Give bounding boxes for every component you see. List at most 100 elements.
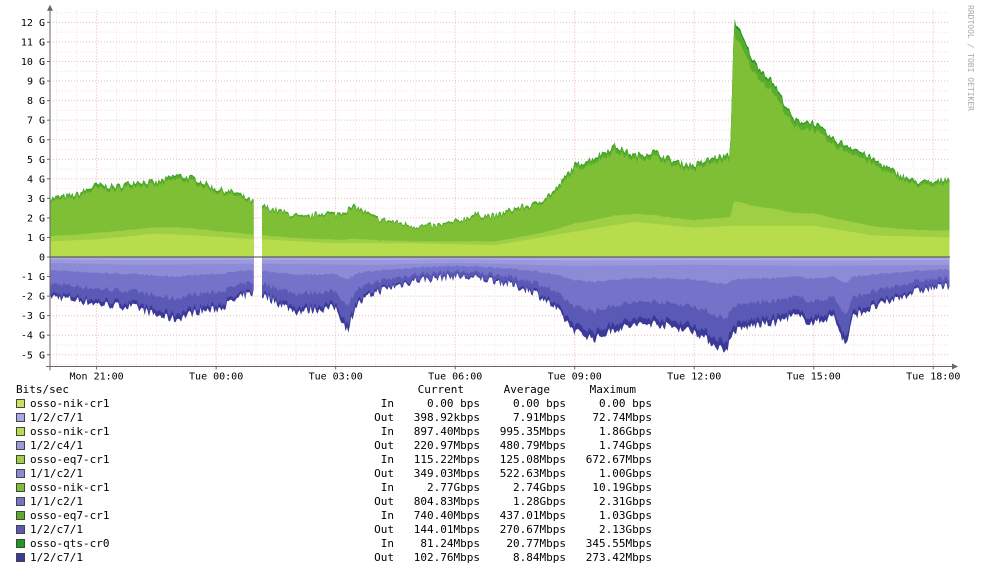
- y-tick-label: 4 G: [27, 174, 45, 185]
- outbound-area: [262, 257, 950, 261]
- legend-average: 7.91Mbps: [513, 411, 566, 424]
- inbound-area: [262, 33, 950, 258]
- x-tick-label: Tue 12:00: [667, 371, 721, 382]
- legend-average-header: Average: [503, 383, 550, 396]
- legend-swatch: [16, 427, 25, 436]
- legend-direction: Out: [374, 411, 394, 424]
- legend-swatch: [16, 441, 25, 450]
- x-axis-ticks: Mon 21:00 Tue 00:00 Tue 03:00 Tue 06:00 Tue …: [70, 366, 960, 382]
- legend-direction: Out: [374, 523, 394, 536]
- legend-average: 270.67Mbps: [499, 523, 566, 536]
- legend-name: osso-qts-cr0: [30, 537, 110, 550]
- legend-direction: In: [380, 481, 394, 494]
- y-tick-label: -3 G: [21, 311, 45, 322]
- legend-maximum: 1.74Gbps: [599, 439, 652, 452]
- legend-average: 20.77Mbps: [506, 537, 566, 550]
- legend-maximum: 10.19Gbps: [592, 481, 652, 494]
- legend-direction: In: [380, 537, 394, 550]
- x-tick-label: Tue 03:00: [309, 371, 363, 382]
- legend-current: 804.83Mbps: [413, 495, 480, 508]
- legend-average: 0.00 bps: [513, 397, 566, 410]
- legend-maximum: 273.42Mbps: [585, 551, 652, 564]
- x-tick-label: Tue 00:00: [189, 371, 243, 382]
- legend-current: 144.01Mbps: [413, 523, 480, 536]
- chart-areas: [50, 18, 950, 353]
- x-axis-arrow: [952, 363, 958, 370]
- legend-name: osso-nik-cr1: [30, 397, 110, 410]
- y-tick-label: 5 G: [27, 155, 45, 166]
- legend-average: 2.74Gbps: [513, 481, 566, 494]
- inbound-area: [262, 221, 950, 257]
- legend-direction: In: [380, 453, 394, 466]
- legend-maximum-header: Maximum: [589, 383, 636, 396]
- legend-swatch: [16, 553, 25, 562]
- legend-current: 102.76Mbps: [413, 551, 480, 564]
- legend-current: 81.24Mbps: [420, 537, 480, 550]
- legend-direction: Out: [374, 551, 394, 564]
- legend-direction: In: [380, 397, 394, 410]
- legend-current: 740.40Mbps: [413, 509, 480, 522]
- legend-swatch: [16, 497, 25, 506]
- legend-average: 437.01Mbps: [499, 509, 566, 522]
- legend-name: osso-nik-cr1: [30, 481, 110, 494]
- y-tick-label: 7 G: [27, 116, 45, 127]
- legend-average: 995.35Mbps: [499, 425, 566, 438]
- y-tick-label: 12 G: [21, 18, 45, 29]
- legend-swatch: [16, 511, 25, 520]
- legend-direction: Out: [374, 439, 394, 452]
- x-tick-label: Mon 21:00: [70, 371, 124, 382]
- legend-swatch: [16, 469, 25, 478]
- y-tick-label: -5 G: [21, 350, 45, 361]
- legend-maximum: 1.00Gbps: [599, 467, 652, 480]
- legend-swatch: [16, 455, 25, 464]
- legend-maximum: 1.03Gbps: [599, 509, 652, 522]
- x-tick-label: Tue 15:00: [787, 371, 841, 382]
- legend-current: 115.22Mbps: [413, 453, 480, 466]
- legend: Bits/sec Current Average Maximum osso-ni…: [0, 383, 981, 569]
- legend-maximum: 2.31Gbps: [599, 495, 652, 508]
- legend-swatch: [16, 483, 25, 492]
- y-tick-label: 3 G: [27, 194, 45, 205]
- y-tick-label: -4 G: [21, 331, 45, 342]
- legend-name: 1/2/c7/1: [30, 523, 83, 536]
- outbound-area: [50, 257, 254, 261]
- legend-maximum: 2.13Gbps: [599, 523, 652, 536]
- legend-name: 1/2/c7/1: [30, 411, 83, 424]
- legend-swatch: [16, 539, 25, 548]
- y-tick-label: 2 G: [27, 213, 45, 224]
- legend-maximum: 1.86Gbps: [599, 425, 652, 438]
- y-tick-label: 10 G: [21, 57, 45, 68]
- legend-current: 398.92kbps: [413, 411, 480, 424]
- legend-average: 1.28Gbps: [513, 495, 566, 508]
- legend-name: osso-eq7-cr1: [30, 509, 110, 522]
- y-tick-label: 8 G: [27, 96, 45, 107]
- legend-name: 1/2/c4/1: [30, 439, 83, 452]
- legend-maximum: 0.00 bps: [599, 397, 652, 410]
- y-tick-label: 0: [39, 253, 45, 264]
- y-axis-ticks: 12 G 11 G 10 G 9 G 8 G 7 G 6 G 5 G 4 G 3 G 2 G 1 G 0…: [21, 18, 50, 361]
- legend-average: 8.84Mbps: [513, 551, 566, 564]
- legend-maximum: 345.55Mbps: [585, 537, 652, 550]
- legend-name: osso-nik-cr1: [30, 425, 110, 438]
- legend-unit-header: Bits/sec: [16, 383, 69, 396]
- legend-current: 0.00 bps: [427, 397, 480, 410]
- legend-average: 522.63Mbps: [499, 467, 566, 480]
- chart-axes: [46, 4, 958, 371]
- x-tick-label: Tue 06:00: [428, 371, 482, 382]
- y-tick-label: -2 G: [21, 292, 45, 303]
- legend-current-header: Current: [417, 383, 464, 396]
- legend-swatch: [16, 413, 25, 422]
- y-axis-arrow: [47, 4, 53, 11]
- legend-name: osso-eq7-cr1: [30, 453, 110, 466]
- y-tick-label: -1 G: [21, 272, 45, 283]
- legend-direction: In: [380, 509, 394, 522]
- legend-current: 349.03Mbps: [413, 467, 480, 480]
- y-tick-label: 6 G: [27, 135, 45, 146]
- legend-average: 125.08Mbps: [499, 453, 566, 466]
- inbound-area: [50, 233, 254, 257]
- legend-name: 1/1/c2/1: [30, 467, 83, 480]
- legend-direction: In: [380, 425, 394, 438]
- legend-current: 220.97Mbps: [413, 439, 480, 452]
- legend-swatch: [16, 525, 25, 534]
- legend-name: 1/1/c2/1: [30, 495, 83, 508]
